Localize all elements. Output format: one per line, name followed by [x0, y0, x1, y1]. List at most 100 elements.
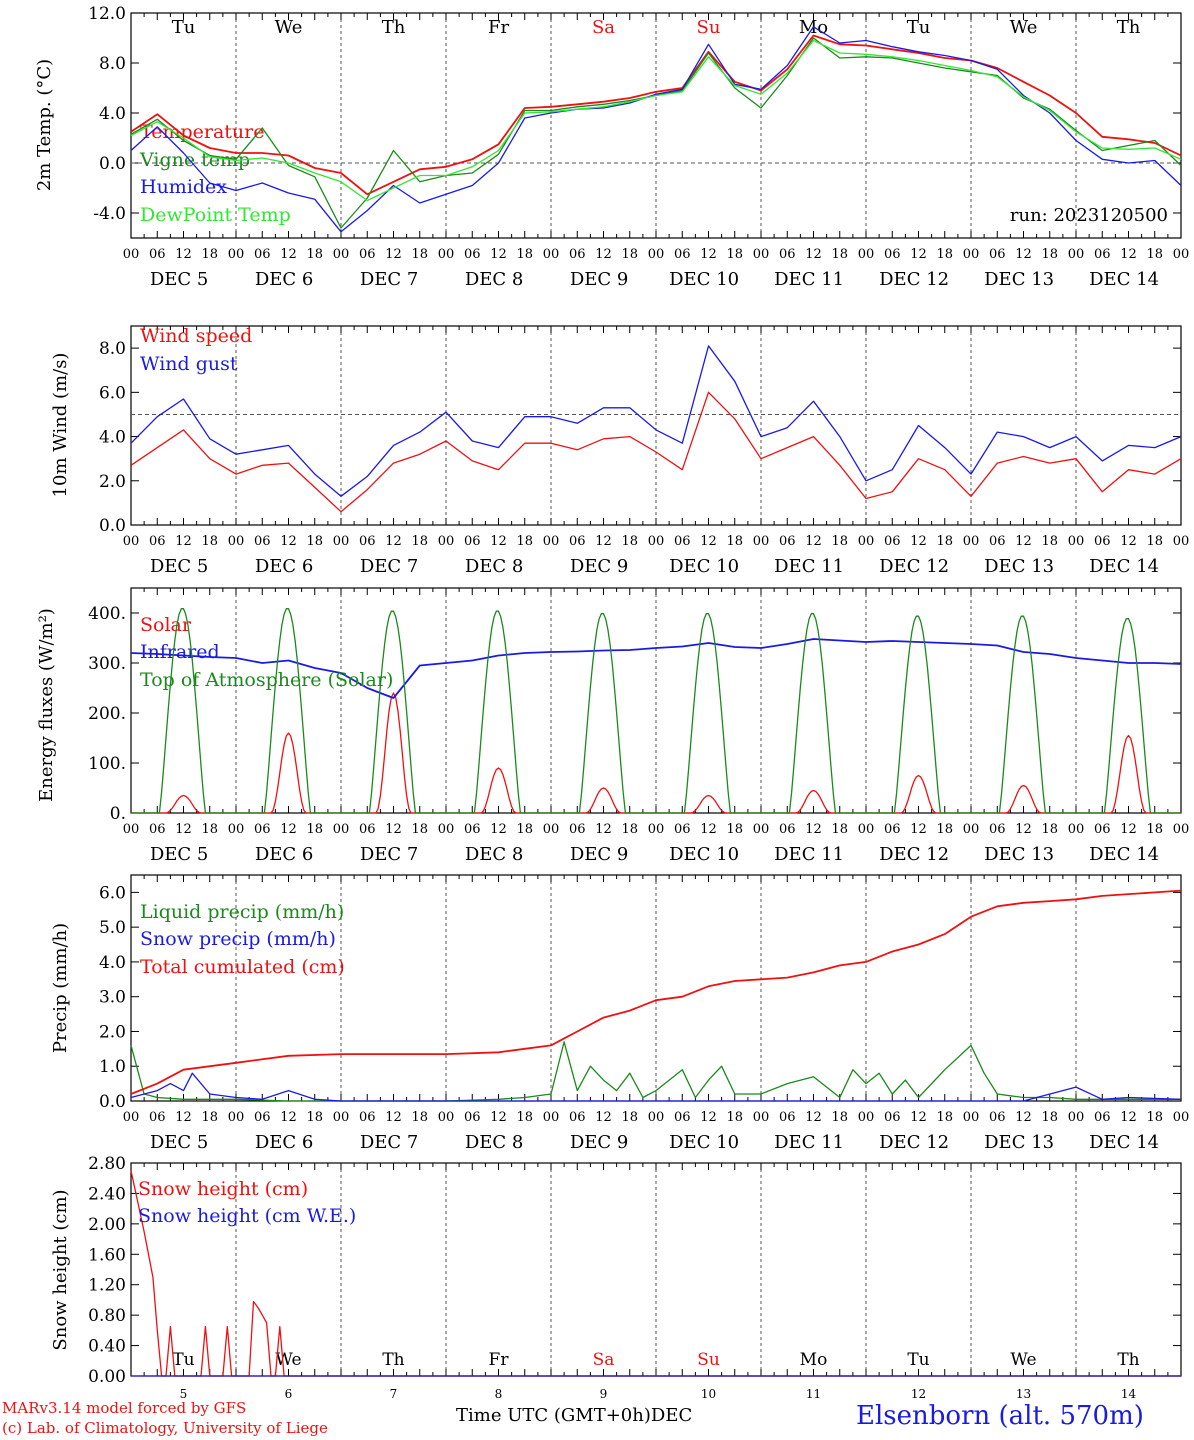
- hour-tick-label: 00: [1173, 1110, 1190, 1125]
- x-axis-month: DEC: [650, 1405, 693, 1426]
- hour-tick-label: 06: [254, 822, 271, 837]
- hour-tick-label: 00: [858, 247, 875, 262]
- series-line-1: [130, 638, 1182, 699]
- hour-tick-label: 12: [700, 1110, 717, 1125]
- legend-label: Liquid precip (mm/h): [140, 901, 344, 923]
- hour-tick-label: 00: [228, 247, 245, 262]
- hour-tick-label: 00: [753, 534, 770, 549]
- hour-tick-label: 18: [726, 534, 743, 549]
- series-line-1: [130, 1072, 1182, 1102]
- hour-tick-label: 00: [123, 247, 140, 262]
- date-label: DEC 9: [570, 556, 629, 577]
- date-label: DEC 14: [1089, 1132, 1159, 1153]
- series-line-2: [130, 889, 1182, 1095]
- hour-tick-label: 06: [884, 534, 901, 549]
- hour-tick-label: 00: [858, 1110, 875, 1125]
- hour-tick-label: 06: [359, 247, 376, 262]
- hour-tick-label: 12: [910, 247, 927, 262]
- hour-tick-label: 06: [149, 822, 166, 837]
- hour-tick-label: 12: [1120, 247, 1137, 262]
- model-credit: MARv3.14 model forced by GFS: [2, 1399, 247, 1417]
- hour-tick-label: 18: [621, 822, 638, 837]
- hour-tick-label: 00: [438, 822, 455, 837]
- hour-tick-label: 12: [490, 822, 507, 837]
- hour-tick-label: 00: [963, 534, 980, 549]
- legend-label: Snow height (cm W.E.): [138, 1205, 356, 1227]
- hour-tick-label: 12: [1120, 1110, 1137, 1125]
- hour-tick-label: 12: [595, 534, 612, 549]
- date-label: DEC 12: [879, 269, 949, 290]
- hour-tick-label: 06: [254, 247, 271, 262]
- hour-tick-label: 18: [411, 1110, 428, 1125]
- hour-tick-label: 00: [1173, 534, 1190, 549]
- y-tick-label: 1.20: [88, 1276, 126, 1296]
- legend-label: Total cumulated (cm): [140, 956, 345, 978]
- hour-tick-label: 06: [569, 534, 586, 549]
- y-tick-label: 8.0: [99, 54, 126, 74]
- hour-tick-label: 06: [1094, 822, 1111, 837]
- hour-tick-label: 18: [201, 247, 218, 262]
- hour-tick-label: 00: [648, 247, 665, 262]
- y-tick-label: 3.0: [99, 988, 126, 1008]
- hour-tick-label: 06: [149, 247, 166, 262]
- hour-tick-label: 00: [1173, 822, 1190, 837]
- legend-label: Top of Atmosphere (Solar): [140, 669, 393, 691]
- hour-tick-label: 12: [385, 247, 402, 262]
- legend-label: Temperature: [140, 121, 264, 143]
- hour-tick-label: 06: [569, 822, 586, 837]
- hour-tick-label: 12: [490, 1110, 507, 1125]
- hour-tick-label: 18: [726, 247, 743, 262]
- hour-tick-label: 12: [280, 247, 297, 262]
- hour-tick-label: 12: [910, 534, 927, 549]
- hour-tick-label: 18: [306, 247, 323, 262]
- hour-tick-label: 06: [254, 534, 271, 549]
- hour-tick-label: 18: [1041, 1110, 1058, 1125]
- date-label: DEC 6: [255, 556, 314, 577]
- station-name: Elsenborn (alt. 570m): [856, 1401, 1144, 1431]
- date-label: DEC 12: [879, 1132, 949, 1153]
- hour-tick-label: 00: [963, 247, 980, 262]
- hour-tick-label: 18: [516, 822, 533, 837]
- day-number-label: 5: [180, 1387, 188, 1401]
- y-tick-label: 0.0: [99, 516, 126, 536]
- plot-frame: [130, 587, 1182, 814]
- hour-tick-label: 06: [989, 247, 1006, 262]
- hour-tick-label: 12: [1015, 534, 1032, 549]
- date-label: DEC 9: [570, 844, 629, 865]
- hour-tick-label: 00: [858, 534, 875, 549]
- date-label: DEC 11: [774, 269, 844, 290]
- date-label: DEC 10: [669, 556, 739, 577]
- weekday-label: Sa: [592, 17, 615, 38]
- hour-tick-label: 06: [464, 1110, 481, 1125]
- hour-tick-label: 06: [779, 822, 796, 837]
- hour-tick-label: 00: [123, 534, 140, 549]
- date-label: DEC 5: [150, 1132, 209, 1153]
- weekday-label: Tu: [907, 1350, 929, 1370]
- y-axis-label: 2m Temp. (°C): [34, 59, 55, 191]
- hour-tick-label: 00: [963, 822, 980, 837]
- hour-tick-label: 18: [1041, 822, 1058, 837]
- hour-tick-label: 12: [805, 247, 822, 262]
- day-number-label: 7: [390, 1387, 398, 1401]
- chart-panel-2: 0.0 2.0 4.0 6.0 8.0 10m Wind (m/s) 00 06 12 18 00 0…: [50, 325, 1189, 577]
- hour-tick-label: 18: [306, 822, 323, 837]
- date-label: DEC 12: [879, 844, 949, 865]
- hour-tick-label: 18: [201, 534, 218, 549]
- weekday-label: Th: [1117, 1350, 1139, 1370]
- hour-tick-label: 00: [963, 1110, 980, 1125]
- hour-tick-label: 12: [595, 822, 612, 837]
- day-number-label: 6: [285, 1387, 293, 1401]
- y-tick-label: 400.: [88, 604, 126, 624]
- date-label: DEC 8: [465, 269, 524, 290]
- hour-tick-label: 06: [359, 1110, 376, 1125]
- hour-tick-label: 06: [1094, 247, 1111, 262]
- hour-tick-label: 12: [595, 1110, 612, 1125]
- day-number-label: 12: [911, 1387, 926, 1401]
- hour-tick-label: 06: [254, 1110, 271, 1125]
- date-label: DEC 14: [1089, 556, 1159, 577]
- y-axis-label: 10m Wind (m/s): [50, 353, 71, 498]
- hour-tick-label: 18: [201, 822, 218, 837]
- hour-tick-label: 00: [648, 822, 665, 837]
- hour-tick-label: 12: [490, 534, 507, 549]
- date-label: DEC 6: [255, 844, 314, 865]
